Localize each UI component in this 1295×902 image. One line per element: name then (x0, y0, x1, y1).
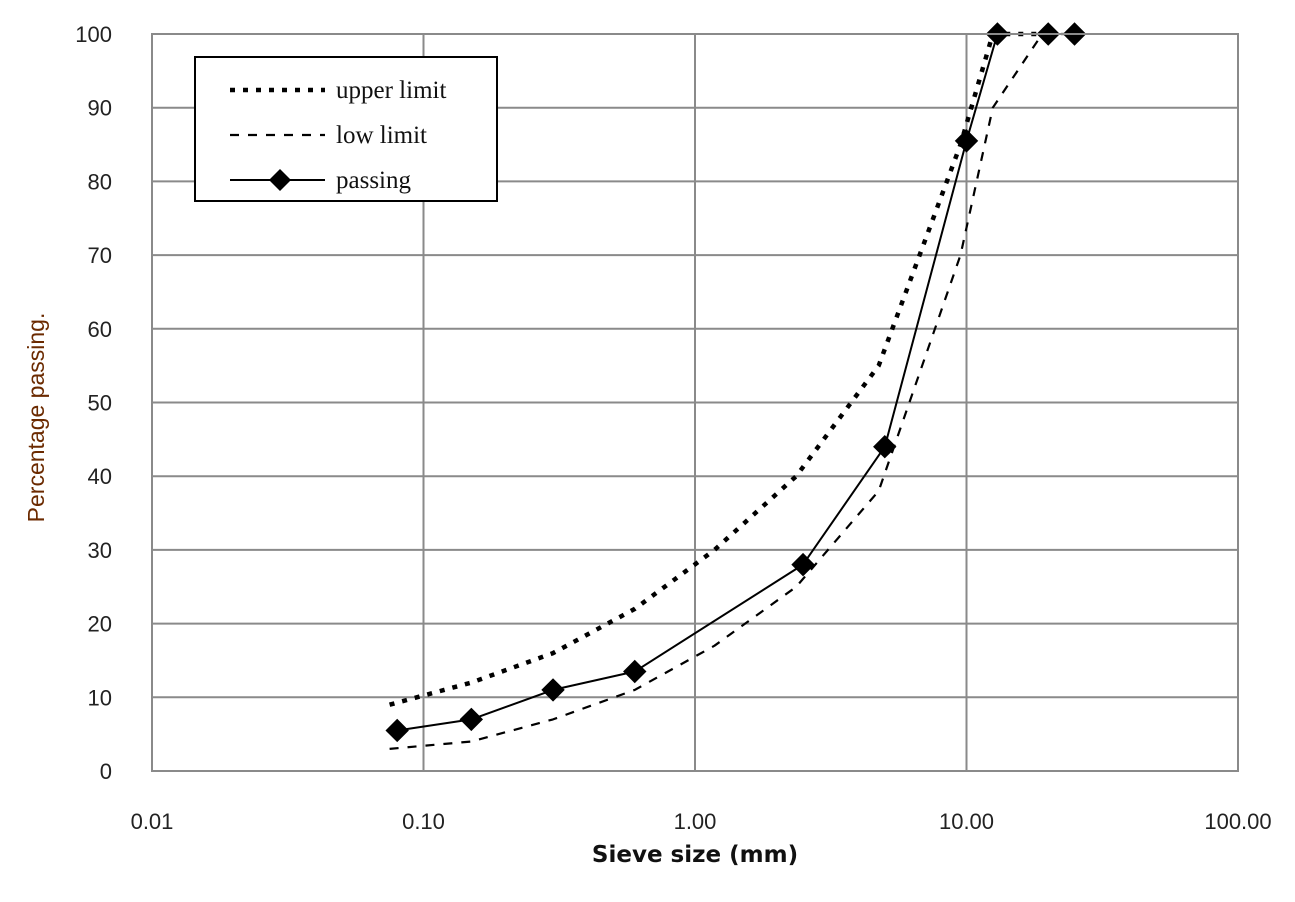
x-tick-label: 0.01 (131, 809, 174, 834)
y-tick-label: 70 (88, 243, 112, 268)
data-point (385, 718, 409, 743)
y-tick-label: 100 (75, 22, 112, 47)
plot-area-frame (151, 33, 1239, 772)
legend-box (194, 56, 498, 202)
data-point (623, 659, 647, 684)
legend-item: upper limit (230, 77, 446, 104)
grid (152, 34, 1238, 771)
y-tick-label: 50 (88, 391, 112, 416)
data-point (541, 678, 565, 702)
y-tick-label: 30 (88, 538, 112, 563)
y-tick-label: 60 (88, 317, 112, 342)
y-tick-label: 0 (100, 759, 112, 784)
series-upper-limit (389, 31, 1043, 707)
x-tick-label: 0.10 (402, 809, 445, 834)
data-point (873, 435, 897, 459)
y-axis-title: Percentage passing. (23, 313, 49, 523)
legend-item: low limit (230, 122, 427, 149)
data-point (954, 129, 979, 153)
x-axis-title: Sieve size (mm) (592, 842, 798, 868)
data-point (459, 707, 484, 732)
series-line (389, 31, 1043, 707)
legend-label: upper limit (336, 77, 446, 104)
legend-marker (269, 169, 291, 191)
y-tick-label: 40 (88, 464, 112, 489)
data-point (791, 552, 815, 577)
x-axis-ticks: 0.01 0.10 1.00 10.00 100.00 (131, 809, 1272, 834)
y-tick-label: 90 (88, 96, 112, 121)
x-tick-label: 100.00 (1204, 809, 1271, 834)
y-tick-label: 10 (88, 685, 112, 710)
y-axis-ticks: 0 10 20 30 40 50 60 70 80 90 100 (75, 22, 112, 784)
x-tick-label: 10.00 (939, 809, 994, 834)
y-tick-label: 20 (88, 612, 112, 637)
legend-item: passing (230, 167, 412, 194)
legend: upper limit low limit passing (194, 56, 498, 202)
y-tick-label: 80 (88, 169, 112, 194)
legend-label: passing (336, 167, 412, 194)
x-tick-label: 1.00 (674, 809, 717, 834)
legend-label: low limit (336, 122, 427, 149)
